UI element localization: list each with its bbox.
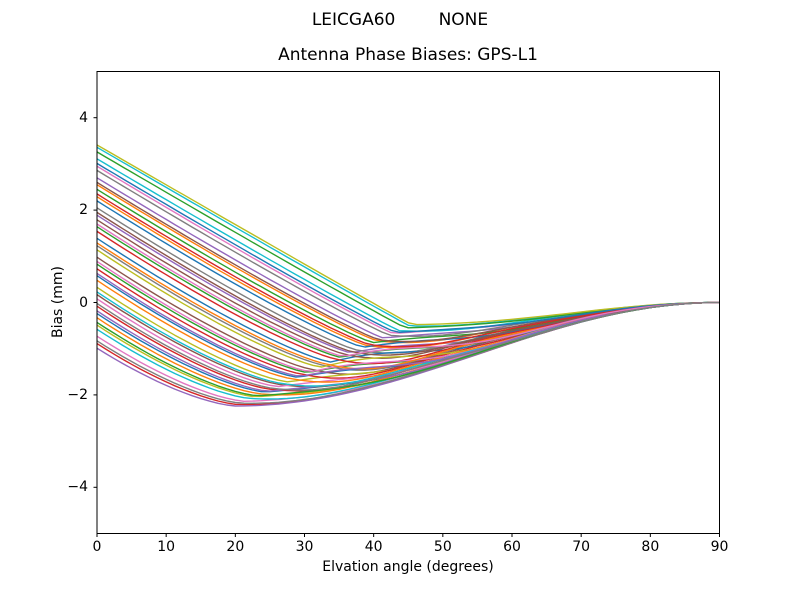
x-tick-label: 10 <box>157 539 176 555</box>
y-tick-label: 0 <box>79 294 88 311</box>
x-tick-label: 50 <box>433 539 452 555</box>
x-tick-label: 90 <box>710 539 729 555</box>
x-tick-label: 60 <box>503 539 521 555</box>
x-tick-label: 20 <box>226 539 245 555</box>
bias-curve <box>97 144 720 326</box>
y-axis-label: Bias (mm) <box>50 265 66 339</box>
bias-curve <box>97 146 720 327</box>
x-tick-label: 0 <box>92 539 102 555</box>
bias-curve <box>97 162 720 333</box>
bias-curve <box>97 272 720 377</box>
y-tick-label: 4 <box>79 109 88 126</box>
x-axis-label: Elvation angle (degrees) <box>322 559 494 575</box>
x-tick-label: 80 <box>641 539 660 555</box>
y-tick-label: 2 <box>79 202 88 219</box>
bias-curve <box>97 158 720 332</box>
x-tick-label: 40 <box>364 539 383 555</box>
bias-curve <box>97 301 720 404</box>
x-tick-label: 30 <box>295 539 314 555</box>
axes-box <box>96 71 720 534</box>
bias-curve <box>97 223 720 357</box>
y-tick-label: −2 <box>67 386 88 403</box>
figure-suptitle: LEICGA60 NONE <box>311 10 489 30</box>
bias-curve <box>97 301 720 391</box>
x-tick-label: 70 <box>572 539 591 555</box>
chart-title: Antenna Phase Biases: GPS-L1 <box>278 45 538 65</box>
y-tick-label: −4 <box>67 479 88 496</box>
